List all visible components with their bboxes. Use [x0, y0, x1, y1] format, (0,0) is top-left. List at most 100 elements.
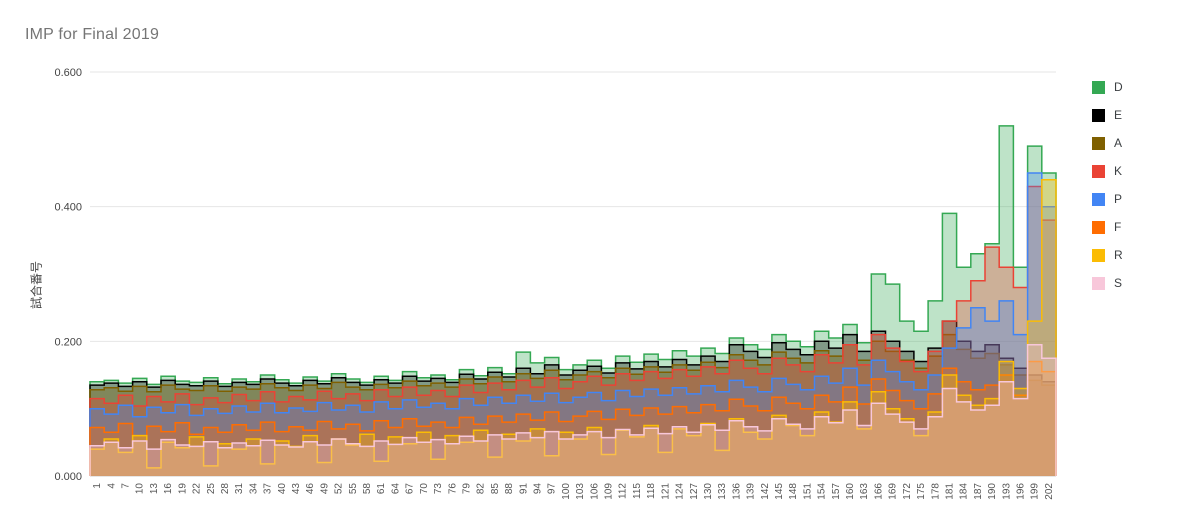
series-area-R: [90, 179, 1056, 476]
x-axis-tick-label: 55: [348, 483, 359, 495]
x-axis-tick-label: 91: [518, 483, 529, 495]
x-axis-tick-label: 136: [731, 483, 742, 500]
legend-label: S: [1114, 276, 1123, 290]
x-axis-tick-label: 190: [987, 483, 998, 500]
x-axis-tick-label: 76: [447, 483, 458, 495]
x-axis-tick-label: 16: [163, 483, 174, 495]
x-axis-tick-label: 169: [888, 483, 899, 500]
series-line-D: [89, 125, 1057, 476]
x-axis-tick-label: 4: [106, 483, 117, 489]
x-axis-tick-label: 61: [376, 483, 387, 495]
x-axis-tick-label: 97: [547, 483, 558, 495]
x-axis-tick-label: 85: [490, 483, 501, 495]
legend-swatch-A: [1092, 136, 1105, 150]
series-line-E: [89, 320, 1057, 476]
x-axis-tick-label: 34: [248, 483, 259, 495]
x-axis-tick-label: 28: [220, 483, 231, 495]
x-axis-tick-label: 121: [660, 483, 671, 500]
x-axis-tick-label: 127: [689, 483, 700, 500]
legend-swatch-D: [1092, 80, 1105, 94]
legend-label: R: [1114, 248, 1123, 262]
x-axis-tick-label: 175: [916, 483, 927, 500]
legend-swatch-F: [1092, 220, 1105, 234]
legend-label: D: [1114, 80, 1123, 94]
x-axis-tick-label: 151: [802, 483, 813, 500]
legend-item-P: P: [1092, 192, 1123, 206]
series-line-P: [89, 172, 1057, 476]
legend-item-S: S: [1092, 276, 1123, 290]
legend-swatch-E: [1092, 108, 1105, 122]
legend-item-D: D: [1092, 80, 1123, 94]
y-axis-tick-label: 0.200: [54, 336, 82, 348]
x-axis-tick-label: 82: [476, 483, 487, 495]
x-axis-tick-label: 145: [774, 483, 785, 500]
x-axis-tick-label: 88: [504, 483, 515, 495]
x-axis-tick-label: 7: [121, 483, 132, 489]
legend-label: P: [1114, 192, 1123, 206]
x-axis-tick-label: 166: [873, 483, 884, 500]
x-axis-tick-label: 52: [334, 483, 345, 495]
x-axis-tick-label: 70: [419, 483, 430, 495]
x-axis-tick-label: 19: [177, 483, 188, 495]
legend-label: K: [1114, 164, 1123, 178]
legend-swatch-R: [1092, 248, 1105, 262]
x-axis-tick-label: 94: [532, 483, 543, 495]
x-axis-tick-label: 199: [1030, 483, 1041, 500]
x-axis-tick-label: 118: [646, 483, 657, 499]
x-axis-tick-label: 79: [461, 483, 472, 495]
x-axis-tick-label: 124: [675, 483, 686, 500]
legend-label: A: [1114, 136, 1123, 150]
x-axis-tick-label: 142: [760, 483, 771, 500]
x-axis-tick-label: 196: [1015, 483, 1026, 500]
y-axis-tick-label: 0.600: [54, 67, 82, 79]
x-axis-tick-label: 187: [973, 483, 984, 500]
x-axis-tick-label: 172: [902, 483, 913, 500]
series-line-F: [89, 360, 1057, 476]
legend-swatch-P: [1092, 192, 1105, 206]
legend-item-R: R: [1092, 248, 1123, 262]
legend-item-F: F: [1092, 220, 1123, 234]
series-line-K: [89, 185, 1057, 476]
x-axis-tick-label: 115: [632, 483, 643, 499]
x-axis-tick-label: 64: [390, 483, 401, 495]
x-axis-tick-label: 100: [561, 483, 572, 500]
x-axis-tick-label: 73: [433, 483, 444, 495]
x-axis-tick-label: 184: [959, 483, 970, 500]
x-axis-tick-label: 10: [135, 483, 146, 495]
x-axis-tick-label: 148: [788, 483, 799, 500]
legend-item-E: E: [1092, 108, 1123, 122]
x-axis-tick-label: 109: [604, 483, 615, 500]
x-axis-tick-label: 193: [1001, 483, 1012, 500]
x-axis-tick-label: 13: [149, 483, 160, 495]
x-axis-tick-label: 40: [277, 483, 288, 495]
x-axis-tick-label: 49: [319, 483, 330, 495]
x-axis-tick-label: 58: [362, 483, 373, 495]
x-axis-tick-label: 160: [845, 483, 856, 500]
x-axis-tick-label: 37: [263, 483, 274, 495]
x-axis-tick-label: 103: [575, 483, 586, 500]
x-axis-tick-label: 181: [944, 483, 955, 500]
x-axis-tick-label: 46: [305, 483, 316, 495]
x-axis-tick-label: 139: [746, 483, 757, 500]
chart-title: IMP for Final 2019: [25, 26, 160, 43]
legend-swatch-S: [1092, 276, 1105, 290]
legend-label: F: [1114, 220, 1122, 234]
series-line-S: [89, 343, 1057, 476]
legend-swatch-K: [1092, 164, 1105, 178]
y-axis-tick-label: 0.000: [54, 471, 82, 483]
x-axis-tick-label: 25: [206, 483, 217, 495]
x-axis-tick-label: 112: [618, 483, 629, 499]
y-axis-tick-label: 0.400: [54, 202, 82, 214]
x-axis-tick-label: 157: [831, 483, 842, 500]
x-axis-tick-label: 43: [291, 483, 302, 495]
legend-label: E: [1114, 108, 1123, 122]
x-axis-tick-label: 67: [405, 483, 416, 495]
x-axis-tick-label: 133: [717, 483, 728, 500]
x-axis-tick-label: 163: [859, 483, 870, 500]
x-axis-tick-label: 178: [930, 483, 941, 500]
legend-item-K: K: [1092, 164, 1123, 178]
x-axis-tick-label: 22: [192, 483, 203, 495]
x-axis-tick-label: 130: [703, 483, 714, 500]
